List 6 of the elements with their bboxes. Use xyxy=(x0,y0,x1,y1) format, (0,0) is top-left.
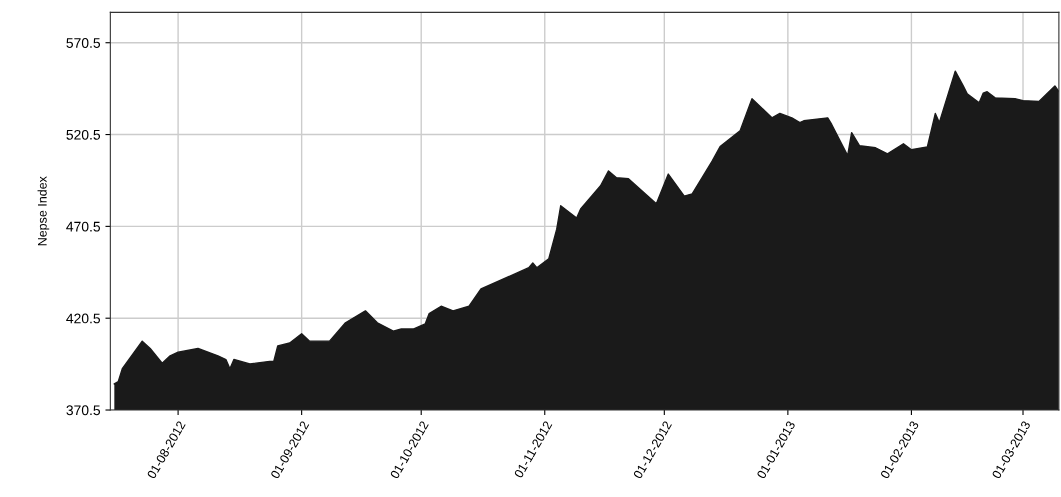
y-axis-title: Nepse Index xyxy=(37,176,50,246)
y-tick-label: 520.5 xyxy=(66,129,101,140)
y-tick-label: 470.5 xyxy=(66,221,101,232)
y-tick-label: 370.5 xyxy=(66,405,101,416)
y-tick-label: 570.5 xyxy=(66,38,101,48)
y-tick-label: 420.5 xyxy=(66,313,101,324)
